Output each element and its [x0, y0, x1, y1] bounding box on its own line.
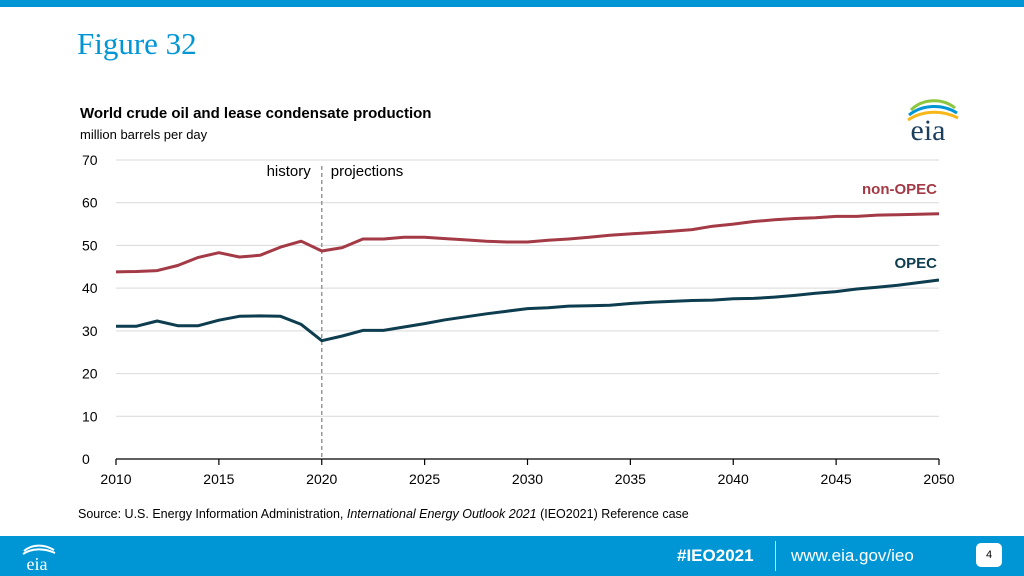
y-tick-label-60: 60: [82, 195, 98, 211]
series-label-opec: OPEC: [894, 255, 937, 272]
y-tick-label-70: 70: [82, 152, 98, 168]
x-tick-label-2035: 2035: [615, 471, 646, 487]
label-layer: non-OPEC OPEC: [862, 181, 937, 272]
series-label-non-opec: non-OPEC: [862, 181, 937, 198]
y-tick-label-50: 50: [82, 237, 98, 253]
x-tick-label-2040: 2040: [718, 471, 749, 487]
x-tick-label-2010: 2010: [100, 471, 131, 487]
website-link[interactable]: www.eia.gov/ieo: [791, 546, 914, 565]
y-tick-label-40: 40: [82, 280, 98, 296]
series-line-non-opec: [115, 212, 940, 274]
x-tick-label-2030: 2030: [512, 471, 543, 487]
y-tick-label-30: 30: [82, 323, 98, 339]
hashtag-label: #IEO2021: [677, 546, 754, 565]
top-accent-bar: [0, 0, 1024, 7]
x-tick-label-2025: 2025: [409, 471, 440, 487]
chart-subtitle: million barrels per day: [80, 127, 208, 142]
footer-eia-logo-icon[interactable]: eia: [14, 542, 60, 572]
x-tick-label-2015: 2015: [203, 471, 234, 487]
y-tick-label-10: 10: [82, 408, 98, 424]
chart-title: World crude oil and lease condensate pro…: [80, 105, 432, 122]
series-line-opec: [116, 278, 940, 343]
divider-layer: history projections: [267, 163, 404, 459]
history-label: history: [267, 163, 312, 180]
eia-logo-text: eia: [911, 114, 946, 146]
grid-layer: [116, 159, 939, 417]
source-suffix: (IEO2021) Reference case: [536, 507, 689, 521]
source-report-title: International Energy Outlook 2021: [346, 507, 537, 521]
x-tick-label-2020: 2020: [306, 471, 337, 487]
source-note: Source: U.S. Energy Information Administ…: [78, 507, 689, 521]
footer-bar: eia #IEO2021 www.eia.gov/ieo: [0, 536, 1024, 576]
x-tick-label-2045: 2045: [821, 471, 852, 487]
series-layer: [115, 212, 940, 343]
projections-label: projections: [331, 163, 404, 180]
figure-title: Figure 32: [77, 26, 197, 61]
source-prefix: Source: U.S. Energy Information Administ…: [78, 507, 347, 521]
footer-logo-text: eia: [27, 554, 48, 572]
x-tick-label-2050: 2050: [923, 471, 954, 487]
y-tick-label-20: 20: [82, 366, 98, 382]
eia-logo-icon: eia: [907, 99, 959, 146]
footer-divider: [775, 541, 776, 571]
y-tick-label-0: 0: [82, 451, 90, 467]
page-number: 4: [976, 543, 1002, 567]
